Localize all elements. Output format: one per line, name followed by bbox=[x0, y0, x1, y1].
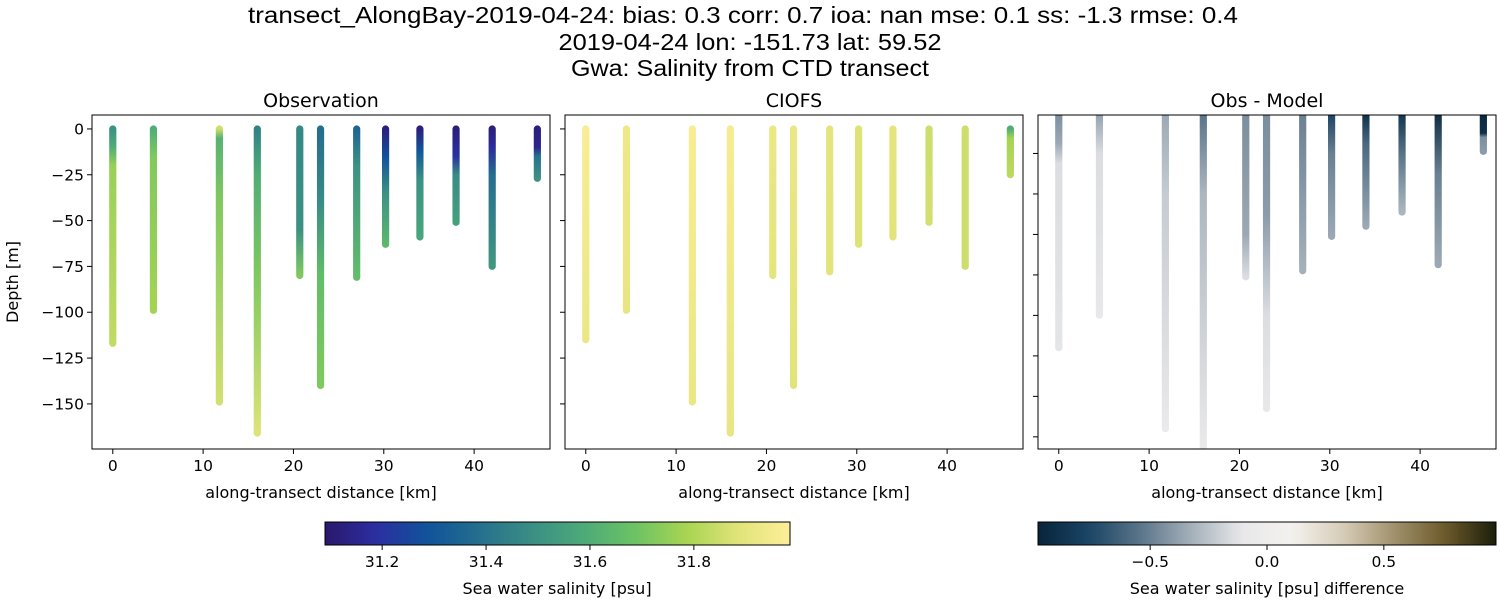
profile-27km bbox=[1299, 115, 1307, 275]
figure-title-line-1: transect_AlongBay-2019-04-24: bias: 0.3 … bbox=[248, 2, 1238, 28]
colorbar-tick-label: 0.5 bbox=[1372, 553, 1397, 571]
profile-42km bbox=[961, 125, 969, 270]
y-tick-label: −25 bbox=[51, 166, 84, 184]
profile-11.8km bbox=[688, 125, 696, 406]
panel-title: CIOFS bbox=[766, 90, 822, 112]
y-tick-label: −100 bbox=[41, 304, 84, 322]
profile-30.2km bbox=[854, 125, 863, 248]
x-tick-label: 0 bbox=[108, 457, 118, 475]
figure-title-line-2: 2019-04-24 lon: -151.73 lat: 59.52 bbox=[559, 29, 942, 55]
profile-30.2km bbox=[381, 125, 390, 248]
profiles bbox=[582, 125, 1014, 437]
x-tick-label: 40 bbox=[937, 457, 957, 475]
profile-38km bbox=[452, 125, 460, 226]
x-tick-label: 0 bbox=[1054, 457, 1064, 475]
colorbar-tick-label: 31.8 bbox=[677, 553, 712, 571]
x-tick-label: 20 bbox=[284, 457, 304, 475]
profile-34km bbox=[1362, 115, 1370, 230]
profile-47km bbox=[1479, 115, 1487, 155]
profile-11.8km bbox=[215, 125, 223, 406]
profile-42km bbox=[1434, 115, 1442, 269]
x-tick-label: 20 bbox=[1230, 457, 1250, 475]
profile-34km bbox=[416, 125, 424, 241]
profile-20.7km bbox=[296, 125, 304, 280]
profile-20.7km bbox=[1242, 115, 1250, 281]
x-tick-label: 10 bbox=[1139, 457, 1159, 475]
salinity-colorbar: Sea water salinity [psu] 31.2 31.4 31.6 31.… bbox=[324, 521, 791, 598]
profile-0km bbox=[582, 125, 590, 344]
colorbar-tick-label: 31.2 bbox=[365, 553, 400, 571]
profile-23km bbox=[1262, 115, 1271, 413]
x-tick-label: 30 bbox=[1320, 457, 1340, 475]
profile-38km bbox=[925, 125, 933, 226]
difference-colorbar: Sea water salinity [psu] difference −0.5… bbox=[1037, 521, 1497, 598]
colorbar-tick-label: 31.6 bbox=[573, 553, 608, 571]
profile-47km bbox=[533, 125, 541, 182]
profile-38km bbox=[1398, 115, 1406, 216]
x-axis-label: along-transect distance [km] bbox=[678, 483, 909, 502]
y-tick-label: −75 bbox=[51, 258, 84, 276]
profile-20.7km bbox=[769, 125, 777, 280]
panel-title: Obs - Model bbox=[1211, 90, 1324, 112]
profile-16km bbox=[253, 125, 261, 437]
colorbar-label: Sea water salinity [psu] bbox=[462, 579, 651, 598]
axes-frame bbox=[91, 114, 551, 450]
profile-23km bbox=[316, 125, 325, 390]
y-tick-label: 0 bbox=[74, 120, 84, 138]
colorbar-tick-label: −0.5 bbox=[1131, 553, 1169, 571]
x-tick-label: 40 bbox=[1410, 457, 1430, 475]
profile-4.5km bbox=[622, 125, 631, 314]
y-tick-label: −150 bbox=[41, 395, 84, 413]
x-tick-label: 30 bbox=[374, 457, 394, 475]
profile-4.5km bbox=[1095, 115, 1104, 319]
x-axis-label: along-transect distance [km] bbox=[205, 483, 436, 502]
axes-frame bbox=[1037, 114, 1497, 450]
profile-27km bbox=[353, 125, 361, 281]
colorbar-tick-label: 31.4 bbox=[469, 553, 504, 571]
profiles bbox=[109, 125, 541, 437]
obs-minus-model-panel: Obs - Model along-transect distance [km]… bbox=[1033, 90, 1497, 502]
profile-0km bbox=[109, 125, 117, 347]
x-tick-label: 40 bbox=[464, 457, 484, 475]
y-axis-label: Depth [m] bbox=[3, 241, 22, 323]
figure-title-line-3: Gwa: Salinity from CTD transect bbox=[571, 55, 930, 81]
x-tick-label: 0 bbox=[581, 457, 591, 475]
colorbar-label: Sea water salinity [psu] difference bbox=[1130, 579, 1405, 598]
colorbar-gradient bbox=[1037, 521, 1497, 546]
profile-16km bbox=[1199, 115, 1207, 449]
profile-11.8km bbox=[1161, 115, 1169, 433]
axes-frame bbox=[564, 114, 1024, 450]
observation-panel: Observation along-transect distance [km]… bbox=[3, 90, 551, 502]
profile-0km bbox=[1055, 115, 1063, 352]
profile-34km bbox=[889, 125, 897, 241]
profile-4.5km bbox=[149, 125, 158, 314]
profile-23km bbox=[789, 125, 798, 390]
profile-42km bbox=[488, 125, 496, 270]
colorbar-tick-label: 0.0 bbox=[1255, 553, 1280, 571]
x-tick-label: 10 bbox=[193, 457, 213, 475]
panel-title: Observation bbox=[263, 90, 379, 112]
x-axis-label: along-transect distance [km] bbox=[1151, 483, 1382, 502]
x-tick-label: 10 bbox=[666, 457, 686, 475]
profiles bbox=[1055, 115, 1487, 449]
profile-30.2km bbox=[1327, 115, 1336, 240]
x-tick-label: 30 bbox=[847, 457, 867, 475]
y-tick-label: −50 bbox=[51, 212, 84, 230]
ciofs-panel: CIOFS along-transect distance [km] 0 10 20… bbox=[560, 90, 1024, 502]
colorbar-gradient bbox=[324, 521, 791, 546]
profile-27km bbox=[826, 125, 834, 276]
profile-16km bbox=[726, 125, 734, 437]
y-tick-label: −125 bbox=[41, 350, 84, 368]
x-tick-label: 20 bbox=[757, 457, 777, 475]
profile-47km bbox=[1006, 125, 1014, 179]
